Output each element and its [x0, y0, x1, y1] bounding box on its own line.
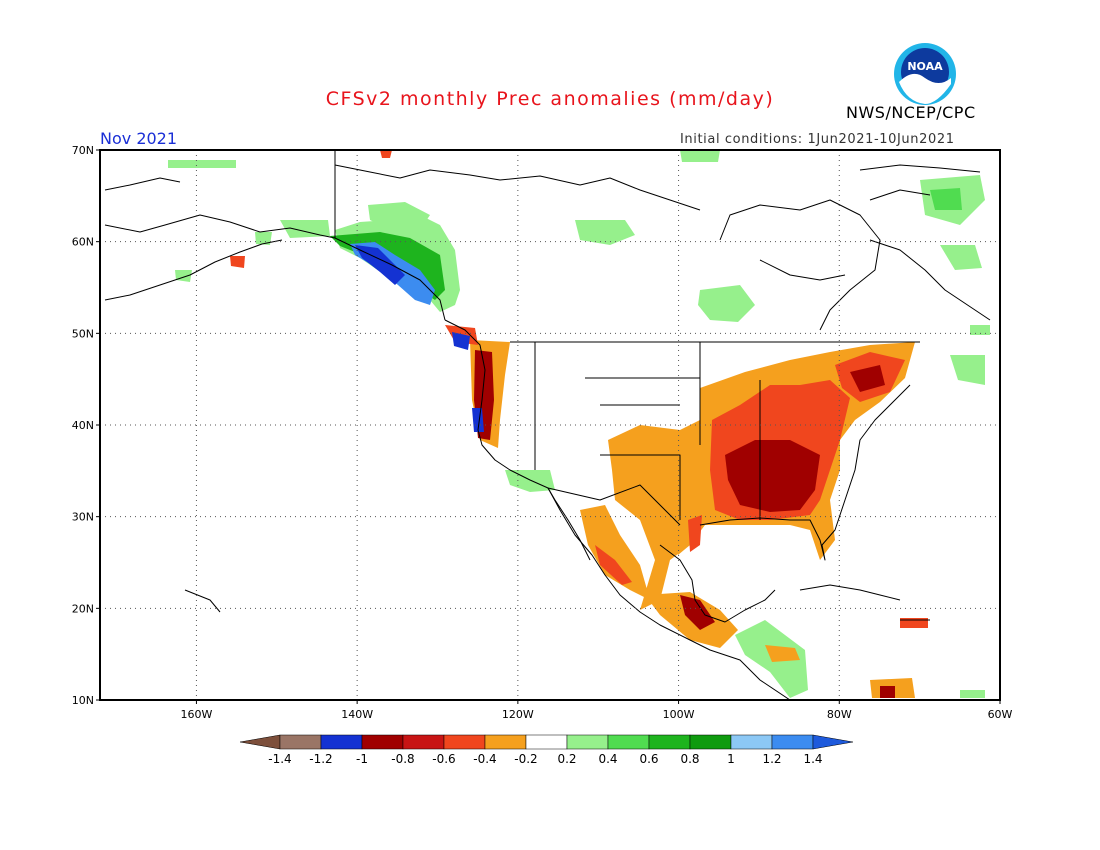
- gridlines: [96, 149, 1001, 704]
- lon-label: 60W: [988, 708, 1013, 721]
- colorbar-box: [279, 734, 322, 750]
- colorbar-tick-label: -0.6: [432, 752, 455, 766]
- colorbar-box: [689, 734, 732, 750]
- anomaly-region: [505, 470, 555, 492]
- colorbar-tick-label: -0.2: [514, 752, 537, 766]
- lat-label: 10N: [72, 694, 94, 707]
- colorbar-box: [443, 734, 486, 750]
- colorbar-tick-label: -0.8: [391, 752, 414, 766]
- anomaly-region: [850, 365, 885, 392]
- colorbar-max-arrow: [812, 734, 854, 750]
- colorbar-tick-label: 0.8: [680, 752, 699, 766]
- lat-label: 50N: [72, 327, 94, 340]
- latitude-labels: 70N 60N 50N 40N 30N 20N 10N: [72, 144, 94, 707]
- colorbar-box: [402, 734, 445, 750]
- colorbar: -1.4 -1.2 -1 -0.8 -0.6 -0.4 -0.2 0.2 0.4 0.6 0.8 1 1…: [239, 734, 854, 766]
- initial-conditions-label: Initial conditions: 1Jun2021-10Jun2021: [680, 132, 955, 147]
- anomaly-region: [960, 690, 985, 698]
- anomaly-region: [688, 515, 702, 552]
- map-frame: [99, 149, 1001, 701]
- anomaly-region: [452, 332, 470, 350]
- colorbar-box: [771, 734, 814, 750]
- anomaly-region: [280, 220, 330, 238]
- anomaly-region: [765, 645, 800, 662]
- colorbar-box: [525, 734, 568, 750]
- anomaly-region: [355, 245, 405, 285]
- anomaly-region: [230, 256, 245, 268]
- anomaly-region: [175, 270, 192, 282]
- anomaly-region: [595, 545, 632, 585]
- anomaly-region: [575, 220, 635, 245]
- colorbar-box: [648, 734, 691, 750]
- colorbar-box: [484, 734, 527, 750]
- colorbar-tick-label: -1.2: [309, 752, 332, 766]
- lat-label: 60N: [72, 236, 94, 249]
- anomaly-region: [880, 686, 895, 698]
- anomaly-region: [970, 325, 990, 335]
- colorbar-tick-label: 1: [727, 752, 735, 766]
- colorbar-tick-label: 0.6: [639, 752, 658, 766]
- lat-label: 30N: [72, 511, 94, 524]
- anomaly-region: [930, 188, 962, 210]
- anomaly-region: [950, 355, 985, 385]
- colorbar-box: [730, 734, 773, 750]
- colorbar-box: [361, 734, 404, 750]
- colorbar-tick-label: 1.2: [762, 752, 781, 766]
- colorbar-box: [566, 734, 609, 750]
- coastlines-and-borders: [104, 150, 991, 700]
- anomaly-region: [255, 232, 272, 245]
- colorbar-tick-label: 1.4: [803, 752, 822, 766]
- colorbar-tick-label: -1.4: [268, 752, 291, 766]
- anomaly-region: [368, 202, 430, 230]
- valid-month-label: Nov 2021: [100, 129, 178, 148]
- lon-label: 100W: [663, 708, 695, 721]
- lat-label: 40N: [72, 419, 94, 432]
- anomaly-region: [380, 150, 392, 158]
- lat-label: 70N: [72, 144, 94, 157]
- colorbar-tick-label: -1: [356, 752, 368, 766]
- lat-label: 20N: [72, 602, 94, 615]
- anomaly-region: [940, 245, 982, 270]
- organization-label: NWS/NCEP/CPC: [846, 103, 976, 122]
- noaa-logo-text: NOAA: [907, 60, 943, 73]
- longitude-labels: 160W 140W 120W 100W 80W 60W: [180, 708, 1012, 721]
- noaa-logo: NOAA: [894, 43, 956, 105]
- lon-label: 160W: [180, 708, 212, 721]
- anomaly-region: [168, 160, 236, 168]
- anomaly-region: [698, 285, 755, 322]
- colorbar-box: [607, 734, 650, 750]
- lon-label: 140W: [341, 708, 373, 721]
- lon-label: 120W: [502, 708, 534, 721]
- colorbar-tick-label: 0.2: [557, 752, 576, 766]
- colorbar-tick-label: 0.4: [598, 752, 617, 766]
- colorbar-box: [320, 734, 363, 750]
- lon-label: 80W: [827, 708, 852, 721]
- colorbar-min-arrow: [239, 734, 281, 750]
- chart-title: CFSv2 monthly Prec anomalies (mm/day): [325, 88, 775, 110]
- anomaly-region: [725, 440, 820, 512]
- colorbar-tick-label: -0.4: [473, 752, 496, 766]
- anomaly-region: [472, 408, 484, 432]
- anomaly-region: [580, 505, 650, 600]
- anomaly-cells: [168, 150, 990, 698]
- anomaly-region: [680, 150, 720, 162]
- anomaly-region: [680, 595, 715, 630]
